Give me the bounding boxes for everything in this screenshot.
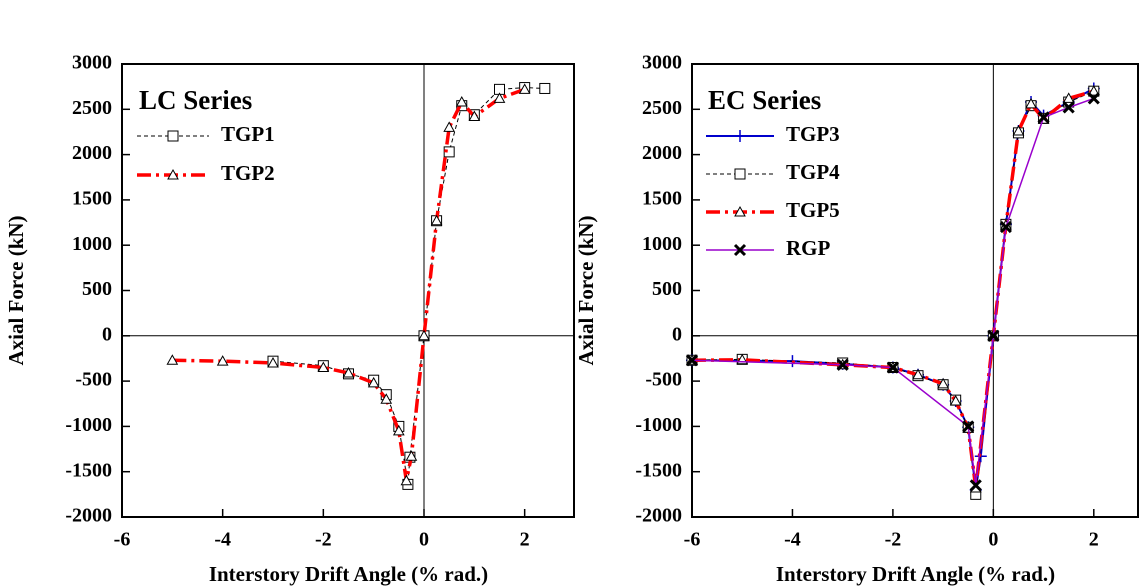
legend-title: EC Series xyxy=(708,85,821,115)
legend-marker xyxy=(734,168,746,180)
marker xyxy=(1062,101,1075,114)
marker xyxy=(539,82,551,94)
legend-marker xyxy=(734,130,746,142)
legend-marker xyxy=(167,130,179,142)
marker xyxy=(518,83,531,94)
y-tick-label: -1500 xyxy=(65,459,112,481)
marker xyxy=(999,221,1012,234)
x-tick-label: 0 xyxy=(419,529,429,551)
x-tick-label: -2 xyxy=(315,529,332,551)
marker xyxy=(367,376,380,388)
marker xyxy=(493,92,506,103)
y-tick-label: -2000 xyxy=(635,505,682,527)
plot-frame xyxy=(691,63,1139,518)
x-tick-label: 2 xyxy=(1089,529,1099,551)
y-tick-label: 500 xyxy=(82,278,112,300)
x-tick-label: -2 xyxy=(885,529,902,551)
y-axis-label: Axial Force (kN) xyxy=(574,215,598,365)
y-tick-label: 1000 xyxy=(642,233,682,255)
marker xyxy=(1087,85,1100,96)
marker xyxy=(1012,125,1025,136)
series-line xyxy=(691,90,1094,495)
plot-frame xyxy=(121,63,575,518)
y-tick-label: 0 xyxy=(102,323,112,345)
marker xyxy=(392,424,405,436)
y-tick-label: -2000 xyxy=(65,505,112,527)
marker xyxy=(267,356,279,368)
marker xyxy=(1037,111,1050,124)
marker xyxy=(380,393,393,404)
marker xyxy=(685,354,699,367)
marker xyxy=(1025,97,1037,109)
x-tick-label: 0 xyxy=(988,529,998,551)
marker xyxy=(418,329,430,341)
marker xyxy=(1062,92,1075,103)
marker xyxy=(455,96,468,107)
legend-label: TGP1 xyxy=(221,122,275,146)
series-line xyxy=(272,87,545,485)
marker xyxy=(342,366,355,378)
marker xyxy=(166,354,179,365)
y-tick-label: -1000 xyxy=(635,414,682,436)
y-tick-label: -500 xyxy=(75,369,112,391)
y-tick-label: 1500 xyxy=(72,187,112,209)
marker xyxy=(886,361,899,374)
legend-label: TGP3 xyxy=(786,122,840,146)
x-axis-label: Interstory Drift Angle (% rad.) xyxy=(209,562,488,586)
y-tick-label: 2500 xyxy=(72,97,112,119)
marker xyxy=(1087,92,1100,105)
x-tick-label: 2 xyxy=(520,529,530,551)
marker xyxy=(836,358,849,371)
x-tick-label: -4 xyxy=(784,529,801,551)
legend-marker xyxy=(734,205,746,217)
legend-marker xyxy=(733,243,747,257)
marker xyxy=(962,420,975,433)
marker xyxy=(443,121,456,132)
y-tick-label: 1000 xyxy=(72,233,112,255)
marker xyxy=(937,377,949,389)
y-tick-label: 1500 xyxy=(642,187,682,209)
marker xyxy=(987,329,1000,342)
series-line xyxy=(691,89,1095,489)
legend-label: RGP xyxy=(786,236,831,260)
x-tick-label: -6 xyxy=(114,529,131,551)
y-tick-label: 3000 xyxy=(72,52,112,74)
y-tick-label: -1500 xyxy=(635,459,682,481)
legend-label: TGP4 xyxy=(786,160,840,184)
y-tick-label: 2500 xyxy=(642,97,682,119)
marker xyxy=(400,474,413,486)
x-tick-label: -6 xyxy=(684,529,701,551)
y-tick-label: -500 xyxy=(645,369,682,391)
series-line xyxy=(691,97,1095,486)
series-line xyxy=(172,87,526,482)
y-tick-label: 2000 xyxy=(642,142,682,164)
legend-title: LC Series xyxy=(139,85,252,115)
marker xyxy=(912,368,924,380)
marker xyxy=(216,355,229,366)
y-tick-label: 2000 xyxy=(72,142,112,164)
marker xyxy=(430,214,443,226)
y-tick-label: 3000 xyxy=(642,52,682,74)
marker xyxy=(969,479,982,492)
marker xyxy=(468,110,481,122)
legend-marker xyxy=(167,168,179,180)
y-tick-label: 0 xyxy=(672,323,682,345)
marker xyxy=(405,450,418,461)
y-tick-label: -1000 xyxy=(65,414,112,436)
legend-label: TGP5 xyxy=(786,198,840,222)
marker xyxy=(317,361,330,373)
legend-label: TGP2 xyxy=(221,161,275,185)
x-tick-label: -4 xyxy=(214,529,231,551)
x-axis-label: Interstory Drift Angle (% rad.) xyxy=(776,562,1055,586)
y-axis-label: Axial Force (kN) xyxy=(4,215,28,365)
marker xyxy=(949,395,962,406)
y-tick-label: 500 xyxy=(652,278,682,300)
